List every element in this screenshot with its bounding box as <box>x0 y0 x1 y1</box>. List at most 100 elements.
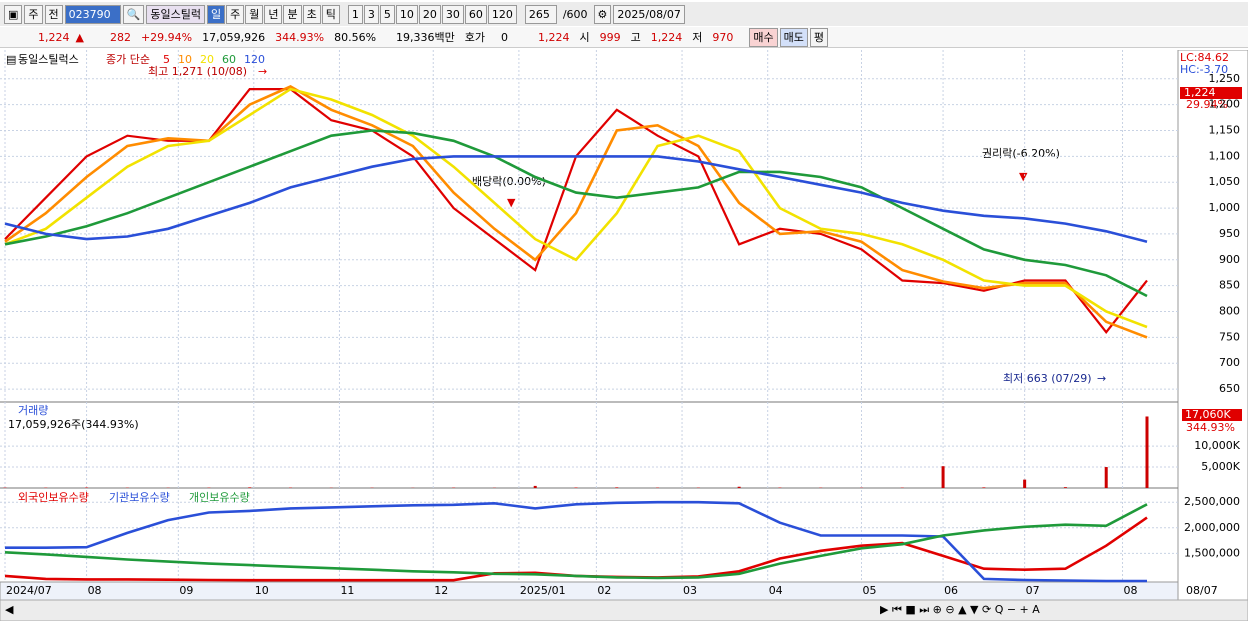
line-series <box>4 503 1148 580</box>
annotation: 권리락(-6.20%) <box>982 147 1060 160</box>
arrow: ▼ <box>507 196 516 209</box>
prev-button[interactable]: 전 <box>44 4 63 24</box>
tool-button[interactable]: ⚙ <box>593 4 612 24</box>
price-title: 동일스틸럭스 <box>18 52 79 66</box>
toolbar-button[interactable]: 분 <box>283 4 302 24</box>
x-tick-label: 12 <box>434 584 448 597</box>
scroll-bar[interactable] <box>0 599 1248 621</box>
volume-bar <box>248 487 252 488</box>
current-rate: 29.94% <box>1186 98 1228 111</box>
buy-button[interactable]: 매수 <box>749 27 778 47</box>
volume-bar <box>982 487 986 488</box>
hc-label: HC:-3.70 <box>1180 63 1228 76</box>
volume-bar <box>737 486 741 488</box>
volume-box <box>1182 409 1242 421</box>
line-series <box>4 155 1148 243</box>
stock-name[interactable]: 동일스틸럭 <box>146 4 205 24</box>
y-tick-label: 10,000K <box>1194 439 1240 452</box>
arrow: ▼ <box>1019 170 1028 183</box>
amount: 19,336백만 <box>396 31 455 44</box>
toolbar-button[interactable]: 60 <box>464 4 487 24</box>
legend-entry: 기관보유수량 <box>109 491 170 504</box>
annotation: 배당락(0.00%) <box>472 175 546 188</box>
x-tick-label: 02 <box>597 584 611 597</box>
high: 1,224 <box>650 30 683 44</box>
end-date: 08/07 <box>1186 584 1218 597</box>
volume-bar <box>533 485 537 488</box>
toolbar-button[interactable]: 5 <box>379 4 395 24</box>
volume-bar <box>1063 487 1067 488</box>
icon-button[interactable]: ▣ <box>4 4 23 24</box>
high-label: 고 <box>630 31 641 44</box>
toolbar-button[interactable]: 20 <box>418 4 441 24</box>
volume-bar <box>941 466 945 488</box>
toolbar-button[interactable]: 초 <box>302 4 321 24</box>
quote: 0 <box>501 30 509 44</box>
x-tick-label: 07 <box>1026 584 1040 597</box>
annotation: 최저 663 (07/29) <box>1003 372 1092 385</box>
volume-subtitle: 17,059,926주(344.93%) <box>8 418 139 431</box>
x-tick-label: 03 <box>683 584 697 597</box>
count-input[interactable]: 265 <box>524 4 557 24</box>
toolbar-button[interactable]: 1 <box>347 4 363 24</box>
change: 282 <box>109 30 131 44</box>
avg-button[interactable]: 평 <box>809 27 829 47</box>
toolbar-button[interactable]: 월 <box>245 4 264 24</box>
line-series <box>5 500 1147 583</box>
mode-button[interactable]: 주 <box>24 4 43 24</box>
y-tick-label: 1,100 <box>1209 149 1241 162</box>
x-tick-label: 08 <box>88 584 102 597</box>
y-tick-label: 1,250 <box>1209 72 1241 85</box>
volume-last: 17,060K <box>1185 408 1231 421</box>
x-tick-label: 08 <box>1124 584 1138 597</box>
x-tick-label: 2024/07 <box>6 584 52 597</box>
price-box <box>1180 87 1242 99</box>
y-tick-label: 750 <box>1219 330 1240 343</box>
toolbar-button[interactable]: 주 <box>226 4 245 24</box>
toolbar-button[interactable]: 30 <box>441 4 464 24</box>
volume-bar <box>615 487 619 488</box>
count-max: /600 <box>562 7 588 21</box>
interval-group: 1 3 5 10 20 30 60 120 <box>347 4 517 24</box>
x-tick-label: 10 <box>255 584 269 597</box>
volume-title: 거래량 <box>18 404 48 417</box>
x-tick-label: 06 <box>944 584 958 597</box>
line-series <box>4 129 1148 298</box>
legend-entry: 10 <box>178 53 192 66</box>
open-label: 시 <box>579 31 590 44</box>
turnover: 80.56% <box>334 30 377 44</box>
toolbar-button[interactable]: 일 <box>206 4 226 24</box>
volume-rate: 344.93% <box>1186 421 1235 434</box>
toolbar-button[interactable]: 120 <box>487 4 517 24</box>
y-tick-label: 2,500,000 <box>1184 495 1240 508</box>
x-tick-label: 04 <box>769 584 783 597</box>
y-tick-label: 800 <box>1219 305 1240 318</box>
line-series <box>4 87 1148 329</box>
volume: 17,059,926 <box>202 30 266 44</box>
y-tick-label: 700 <box>1219 356 1240 369</box>
toolbar-button[interactable]: 년 <box>264 4 283 24</box>
toolbar-button[interactable]: 3 <box>363 4 379 24</box>
volume-bar <box>1145 416 1149 488</box>
right-axis <box>1177 50 1248 601</box>
y-tick-label: 1,050 <box>1209 175 1241 188</box>
volume-bar <box>85 487 89 488</box>
volume-bar <box>1104 467 1108 488</box>
sell-button[interactable]: 매도 <box>779 27 808 47</box>
price: 1,224 <box>38 30 70 44</box>
info-bar: 1,224 ▲ 282 +29.94% 17,059,926 344.93% 80… <box>0 27 1248 48</box>
low-label: 저 <box>692 31 703 44</box>
code-input[interactable]: 023790 <box>64 4 121 24</box>
arrow: → <box>258 65 267 78</box>
scroll-left[interactable]: ◀ <box>5 603 14 616</box>
toolbar-button[interactable]: 틱 <box>321 4 340 24</box>
scroll-controls[interactable]: ▶ ⏮ ■ ⏭ ⊕ ⊖ ▲ ▼ ⟳ Q − + A <box>880 603 1040 616</box>
date-input[interactable]: 2025/08/07 <box>613 4 685 24</box>
legend-entry: 20 <box>200 53 214 66</box>
y-tick-label: 1,200 <box>1209 98 1241 111</box>
search-button[interactable]: 🔍 <box>122 4 145 24</box>
toolbar-button[interactable]: 10 <box>395 4 418 24</box>
